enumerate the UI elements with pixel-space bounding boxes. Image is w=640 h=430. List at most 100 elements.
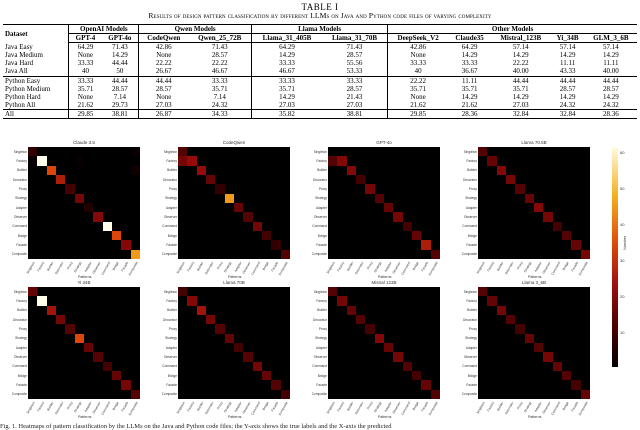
heatmap-cell xyxy=(102,193,112,203)
heatmap-cell xyxy=(224,324,234,334)
heatmap-cell xyxy=(121,202,131,213)
heatmap-cell xyxy=(365,240,375,250)
value-cell: 33.33 xyxy=(321,75,388,85)
heatmap-cell xyxy=(374,212,384,222)
heatmap-cell xyxy=(224,212,234,222)
row-label: Composite xyxy=(311,252,327,257)
heatmap-cell xyxy=(215,361,225,371)
heatmap-cell xyxy=(552,184,562,194)
value-cell: 14.29 xyxy=(559,51,576,60)
heatmap-cell xyxy=(178,221,188,231)
value-cell: None xyxy=(138,92,189,101)
value-cell: 43.33 xyxy=(559,67,576,76)
heatmap-cell xyxy=(271,361,281,371)
heatmap-cell xyxy=(411,352,422,362)
heatmap-cell xyxy=(37,361,47,371)
heatmap-cell xyxy=(261,305,272,315)
heatmap-cell xyxy=(196,324,206,334)
heatmap-cell xyxy=(130,380,140,390)
value-cell: None xyxy=(68,51,102,60)
heatmap-cell xyxy=(233,296,244,306)
heatmap-cell xyxy=(111,287,122,297)
heatmap-cell xyxy=(374,193,384,203)
column-label: Factory xyxy=(186,261,196,273)
heatmap-cell xyxy=(402,184,412,194)
column-label: Adapter xyxy=(383,401,393,413)
heatmap-cell xyxy=(65,342,75,353)
heatmap-cell xyxy=(215,202,225,213)
heatmap-cell xyxy=(561,156,572,166)
heatmap-cell xyxy=(130,287,140,297)
heatmap-cell xyxy=(487,147,497,157)
row-label: Builder xyxy=(167,308,177,313)
value-cell: 38.81 xyxy=(321,108,388,120)
heatmap-cell xyxy=(243,165,253,175)
heatmap-cell xyxy=(215,333,225,343)
heatmap-cell xyxy=(496,249,506,259)
row-label: Proxy xyxy=(468,327,477,331)
heatmap-cell xyxy=(28,287,38,297)
heatmap-cell xyxy=(215,314,225,325)
heatmap-cell xyxy=(196,342,206,353)
heatmap-cell xyxy=(393,147,403,157)
value-cell: 40.00 xyxy=(512,67,529,76)
row-label: Bridge xyxy=(317,373,327,378)
heatmap-cell xyxy=(280,342,290,353)
heatmap-cell xyxy=(533,370,544,381)
heatmap-cell xyxy=(365,165,375,175)
heatmap-cell xyxy=(430,389,440,399)
heatmap-cell xyxy=(93,361,103,371)
heatmap-cell xyxy=(411,184,422,194)
heatmap-cell xyxy=(571,305,581,315)
heatmap-cell xyxy=(215,380,225,390)
heatmap-cell xyxy=(46,147,56,157)
heatmap-cell xyxy=(111,221,122,231)
value-cell: 35.71 xyxy=(512,84,529,93)
row-label: Decorator xyxy=(13,317,27,322)
heatmap-cell xyxy=(487,174,497,185)
heatmap-cell xyxy=(487,165,497,175)
table-row: Java Easy 64.29 71.43 42.86 71.43 64.29 71.43 4… xyxy=(3,42,637,52)
heatmap-cell xyxy=(543,352,553,362)
value-cell: 44.44 xyxy=(491,75,551,85)
heatmap-cell xyxy=(402,230,412,241)
heatmap-cell xyxy=(374,296,384,306)
heatmap-cell xyxy=(205,370,216,381)
heatmap-cell xyxy=(280,333,290,343)
table-title: Results of design pattern classification… xyxy=(148,11,492,20)
heatmap-cell xyxy=(487,230,497,241)
heatmap-cell xyxy=(178,352,188,362)
heatmap-cell xyxy=(111,147,122,157)
heatmap-matrix xyxy=(28,287,140,399)
model-header: Qwen_25_72B xyxy=(188,33,252,44)
column-label: Facade xyxy=(270,401,280,413)
heatmap-matrix xyxy=(178,147,290,259)
heatmap-cell xyxy=(93,193,103,203)
heatmap-cell xyxy=(102,389,112,399)
heatmap-cell xyxy=(65,324,75,334)
heatmap-cell xyxy=(505,389,516,399)
row-label: Proxy xyxy=(18,327,27,331)
dataset-cell: All xyxy=(3,108,69,120)
heatmap-cell xyxy=(28,165,38,175)
heatmap-cell xyxy=(65,230,75,241)
row-label: Command xyxy=(162,364,177,369)
value-cell: 14.29 xyxy=(603,51,619,60)
heatmap-title: Llama 3_6B xyxy=(521,280,547,285)
heatmap-cell xyxy=(580,352,590,362)
heatmap-cell xyxy=(261,193,272,203)
heatmap-cell xyxy=(93,352,103,362)
heatmap-cell xyxy=(111,202,122,213)
heatmap-cell xyxy=(74,212,84,222)
heatmap-cell xyxy=(328,361,338,371)
heatmap-cell xyxy=(505,380,516,390)
heatmap-cell xyxy=(515,352,525,362)
heatmap-cell xyxy=(187,221,197,231)
heatmap-cell xyxy=(533,212,544,222)
heatmap-cell xyxy=(111,296,122,306)
heatmap-cell xyxy=(421,174,431,185)
row-label: Builder xyxy=(17,308,27,313)
heatmap-cell xyxy=(243,249,253,259)
heatmap-cell xyxy=(505,240,516,250)
heatmap-cell xyxy=(383,287,394,297)
